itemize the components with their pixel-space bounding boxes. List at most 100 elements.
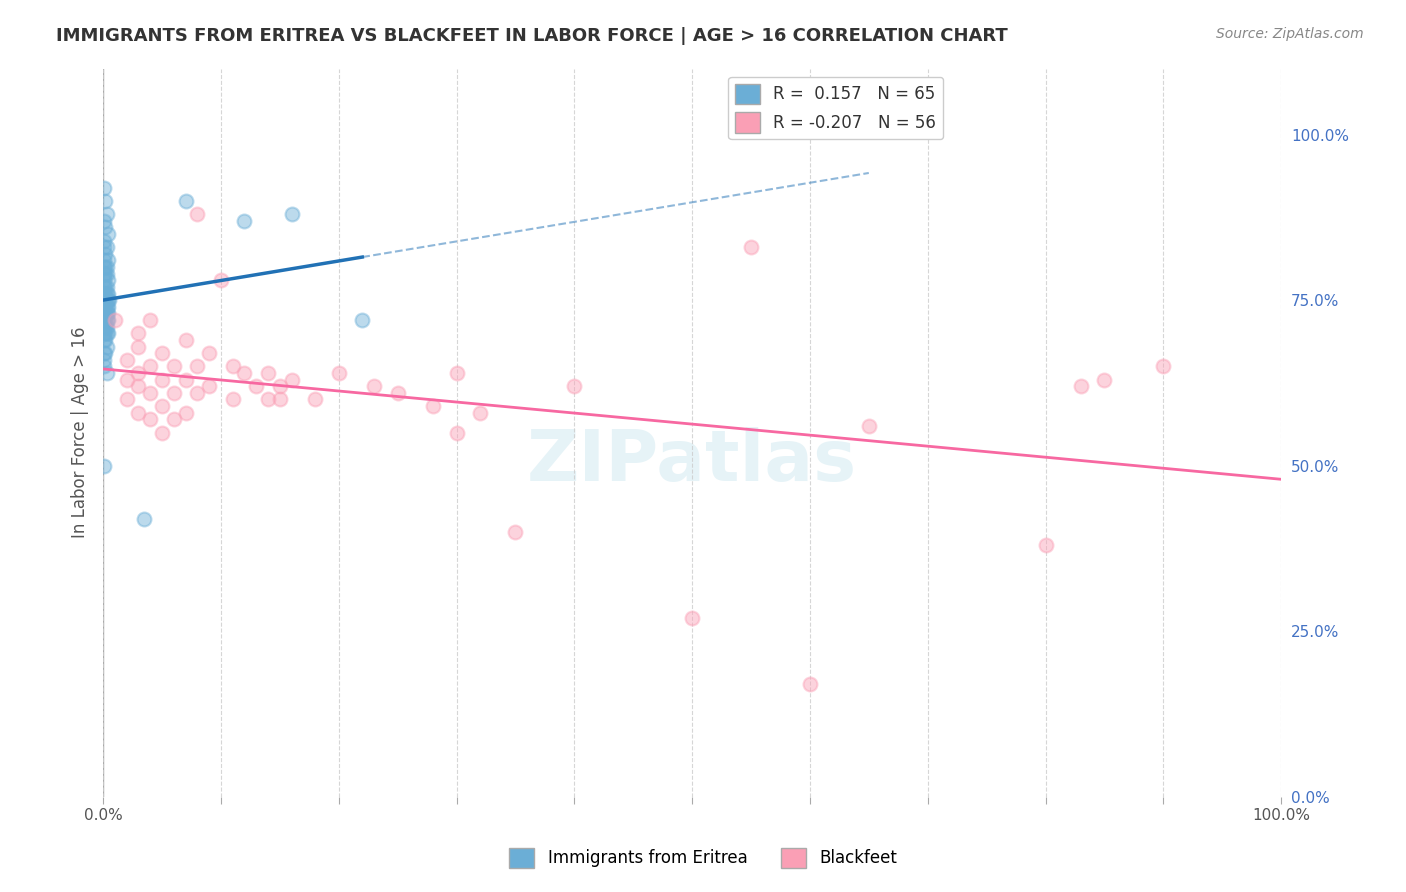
Point bbox=[139, 385, 162, 400]
Point bbox=[93, 280, 115, 294]
Point bbox=[174, 333, 197, 347]
Point bbox=[150, 346, 173, 360]
Point bbox=[94, 306, 117, 320]
Point bbox=[93, 458, 115, 473]
Point bbox=[97, 306, 120, 320]
Legend: R =  0.157   N = 65, R = -0.207   N = 56: R = 0.157 N = 65, R = -0.207 N = 56 bbox=[728, 77, 943, 139]
Point bbox=[150, 399, 173, 413]
Point bbox=[96, 293, 118, 308]
Point bbox=[94, 247, 117, 261]
Point bbox=[468, 406, 491, 420]
Point bbox=[1152, 359, 1174, 374]
Point bbox=[97, 313, 120, 327]
Point bbox=[97, 326, 120, 341]
Point bbox=[280, 207, 302, 221]
Point bbox=[96, 366, 118, 380]
Point bbox=[446, 425, 468, 440]
Point bbox=[94, 326, 117, 341]
Text: Source: ZipAtlas.com: Source: ZipAtlas.com bbox=[1216, 27, 1364, 41]
Point bbox=[94, 293, 117, 308]
Point bbox=[422, 399, 444, 413]
Point bbox=[233, 214, 256, 228]
Point bbox=[96, 207, 118, 221]
Point bbox=[93, 359, 115, 374]
Point bbox=[93, 234, 115, 248]
Point bbox=[174, 406, 197, 420]
Point bbox=[93, 300, 115, 314]
Point bbox=[174, 373, 197, 387]
Point bbox=[174, 194, 197, 208]
Point bbox=[186, 385, 208, 400]
Point bbox=[328, 366, 350, 380]
Point bbox=[562, 379, 585, 393]
Point bbox=[93, 240, 115, 254]
Point bbox=[94, 346, 117, 360]
Point bbox=[93, 260, 115, 274]
Point bbox=[93, 313, 115, 327]
Point bbox=[1092, 373, 1115, 387]
Point bbox=[97, 273, 120, 287]
Point bbox=[93, 326, 115, 341]
Point bbox=[97, 227, 120, 241]
Point bbox=[134, 511, 156, 525]
Point bbox=[96, 306, 118, 320]
Point bbox=[198, 346, 221, 360]
Point bbox=[104, 313, 127, 327]
Point bbox=[269, 379, 291, 393]
Point bbox=[1035, 538, 1057, 552]
Point bbox=[96, 319, 118, 334]
Point bbox=[96, 260, 118, 274]
Point bbox=[94, 280, 117, 294]
Point bbox=[139, 313, 162, 327]
Point bbox=[93, 293, 115, 308]
Point bbox=[93, 267, 115, 281]
Point bbox=[139, 412, 162, 426]
Point bbox=[96, 286, 118, 301]
Point bbox=[115, 392, 138, 407]
Point bbox=[98, 293, 121, 308]
Point bbox=[97, 286, 120, 301]
Point bbox=[94, 267, 117, 281]
Point bbox=[96, 267, 118, 281]
Point bbox=[96, 280, 118, 294]
Point bbox=[94, 313, 117, 327]
Point bbox=[740, 240, 762, 254]
Point bbox=[93, 214, 115, 228]
Point bbox=[93, 253, 115, 268]
Point bbox=[222, 392, 245, 407]
Point bbox=[352, 313, 374, 327]
Point bbox=[93, 346, 115, 360]
Point bbox=[93, 306, 115, 320]
Point bbox=[115, 352, 138, 367]
Point bbox=[387, 385, 409, 400]
Point bbox=[94, 194, 117, 208]
Point bbox=[186, 207, 208, 221]
Point bbox=[127, 379, 149, 393]
Point bbox=[163, 385, 186, 400]
Point bbox=[94, 286, 117, 301]
Point bbox=[127, 340, 149, 354]
Point bbox=[94, 300, 117, 314]
Point bbox=[233, 366, 256, 380]
Point bbox=[150, 373, 173, 387]
Point bbox=[96, 326, 118, 341]
Point bbox=[93, 273, 115, 287]
Point bbox=[94, 260, 117, 274]
Point bbox=[115, 373, 138, 387]
Point bbox=[209, 273, 232, 287]
Point bbox=[222, 359, 245, 374]
Point bbox=[269, 392, 291, 407]
Point bbox=[96, 300, 118, 314]
Point bbox=[96, 313, 118, 327]
Point bbox=[93, 319, 115, 334]
Point bbox=[93, 352, 115, 367]
Point bbox=[186, 359, 208, 374]
Point bbox=[127, 326, 149, 341]
Point bbox=[93, 180, 115, 194]
Point bbox=[198, 379, 221, 393]
Point bbox=[94, 333, 117, 347]
Point bbox=[245, 379, 267, 393]
Point bbox=[858, 419, 880, 434]
Point bbox=[257, 392, 280, 407]
Point bbox=[94, 319, 117, 334]
